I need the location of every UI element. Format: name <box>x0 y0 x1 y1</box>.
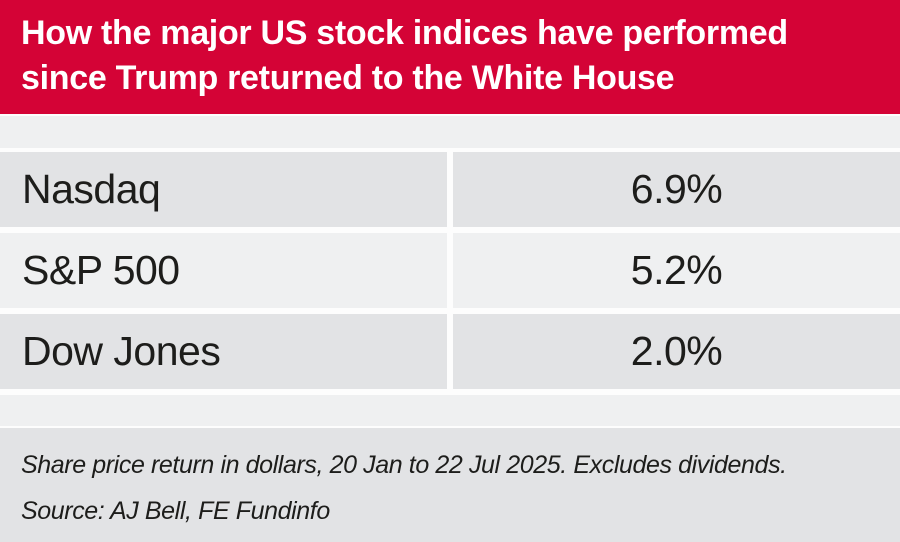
index-return-value: 6.9% <box>630 166 723 212</box>
index-return-value: 5.2% <box>630 247 723 293</box>
footnote-band: Share price return in dollars, 20 Jan to… <box>0 428 900 542</box>
source-text: Source: AJ Bell, FE Fundinfo <box>21 497 330 525</box>
table-row-dowjones: Dow Jones 2.0% <box>0 314 900 389</box>
spacer-strip-top <box>0 116 900 148</box>
row-value-cell: 2.0% <box>453 314 900 389</box>
page-title-line-2: since Trump returned to the White House <box>21 59 675 97</box>
index-return-value: 2.0% <box>630 328 723 374</box>
row-label-cell: Nasdaq <box>0 152 447 227</box>
footnote-text: Share price return in dollars, 20 Jan to… <box>21 451 787 479</box>
row-label-cell: Dow Jones <box>0 314 447 389</box>
page-title-line-1: How the major US stock indices have perf… <box>21 14 788 52</box>
row-value-cell: 6.9% <box>453 152 900 227</box>
row-label-cell: S&P 500 <box>0 233 447 308</box>
index-name: S&P 500 <box>22 247 180 293</box>
table-row-sp500: S&P 500 5.2% <box>0 233 900 308</box>
row-value-cell: 5.2% <box>453 233 900 308</box>
table-row-nasdaq: Nasdaq 6.9% <box>0 152 900 227</box>
index-name: Dow Jones <box>22 328 221 374</box>
index-name: Nasdaq <box>22 166 161 212</box>
spacer-strip-bottom <box>0 395 900 426</box>
title-banner: How the major US stock indices have perf… <box>0 0 900 114</box>
